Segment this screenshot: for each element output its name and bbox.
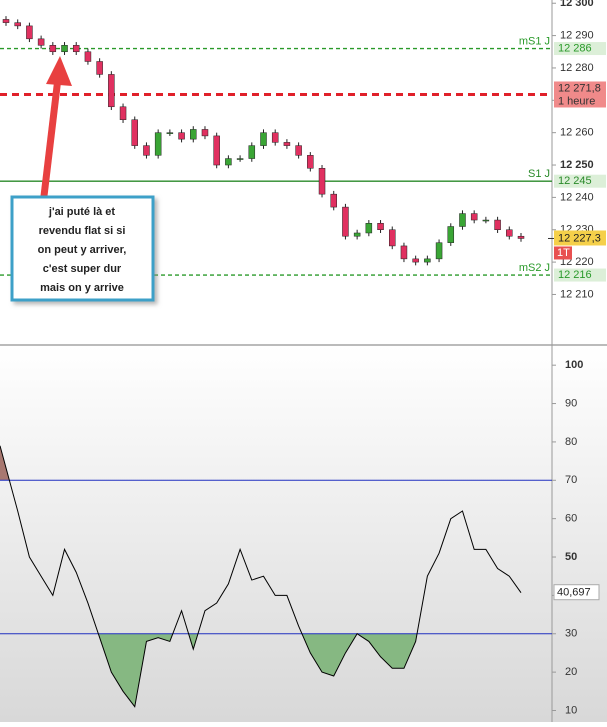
- candle-body: [154, 132, 162, 156]
- candle-body: [26, 25, 33, 40]
- y-tick-label: 100: [565, 359, 583, 371]
- annotation-line: j'ai puté là et: [48, 206, 116, 218]
- candle-body: [470, 213, 478, 221]
- oscillator-panel: [0, 346, 607, 722]
- y-tick-label: 90: [565, 397, 577, 409]
- candle-body: [412, 258, 419, 263]
- level-value-label: 12 286: [558, 42, 592, 54]
- oversold-fill: [98, 633, 418, 707]
- y-tick-label: 12 210: [560, 288, 594, 300]
- annotation-line: c'est super dur: [43, 263, 122, 275]
- candle-body: [353, 232, 361, 237]
- candle-body: [459, 213, 466, 227]
- candle-body: [494, 219, 501, 230]
- candle-body: [283, 142, 291, 146]
- y-tick-label: 80: [565, 436, 577, 448]
- candle-body: [84, 51, 92, 62]
- annotation-box: [10, 195, 155, 302]
- y-tick-label: 12 240: [560, 191, 594, 203]
- candle-body: [72, 45, 80, 53]
- candle-body: [482, 219, 490, 222]
- level-value-label: 12 216: [558, 269, 592, 281]
- candle-body: [119, 106, 127, 120]
- last-value-box: [553, 584, 600, 601]
- candle-body: [260, 132, 267, 146]
- y-tick-label: 30: [565, 628, 577, 640]
- arrow-shaft: [40, 77, 62, 197]
- y-tick-label: 10: [565, 704, 577, 716]
- level-name: S1 J: [528, 168, 550, 180]
- y-tick-label: 50: [565, 551, 577, 563]
- level-label-box: [554, 42, 606, 56]
- level-label-box: [554, 268, 606, 282]
- candle-body: [49, 45, 57, 53]
- candle-body: [108, 74, 115, 108]
- candle-body: [506, 229, 513, 237]
- candle-body: [143, 145, 150, 156]
- candle-body: [61, 45, 68, 53]
- candle-body: [178, 132, 185, 140]
- y-tick-label: 12 290: [560, 30, 594, 42]
- candle-body: [14, 22, 21, 27]
- level-label-box: [554, 174, 606, 188]
- candle-body: [342, 206, 349, 237]
- candle-body: [201, 129, 209, 137]
- candle-body: [365, 223, 373, 234]
- candle-body: [330, 193, 337, 208]
- last-tag: 1T: [557, 247, 570, 259]
- candle-body: [213, 135, 220, 166]
- candle-body: [318, 168, 326, 195]
- y-tick-label: 12 300: [560, 0, 594, 9]
- arrow-head: [46, 56, 72, 86]
- annotation-line: revendu flat si si: [39, 225, 126, 237]
- candle-body: [424, 258, 431, 263]
- candle-body: [248, 145, 256, 159]
- candle-body: [236, 158, 244, 160]
- candle-body: [377, 223, 384, 230]
- y-tick-label: 20: [565, 666, 577, 678]
- candle-body: [389, 229, 396, 247]
- annotation-line: mais on y arrive: [40, 282, 124, 294]
- level-name: mS2 J: [519, 262, 550, 274]
- y-tick-label: 60: [565, 513, 577, 525]
- candle-body: [295, 145, 302, 156]
- candle-body: [166, 132, 174, 134]
- y-tick-label: 12 250: [560, 159, 594, 171]
- candle-body: [435, 242, 443, 260]
- level-value-label: 12 245: [558, 175, 592, 187]
- candle-body: [2, 19, 10, 23]
- candle-body: [517, 235, 525, 239]
- y-tick-label: 12 280: [560, 62, 594, 74]
- candle-body: [271, 132, 279, 143]
- level-name: 1 heure: [558, 95, 595, 107]
- last-price-label: 12 227,3: [558, 232, 601, 244]
- candle-body: [96, 61, 103, 75]
- y-tick-label: 12 260: [560, 127, 594, 139]
- annotation-line: on peut y arriver,: [38, 244, 127, 256]
- oscillator-line: [0, 445, 522, 708]
- level-label-box: [554, 81, 606, 108]
- candle-body: [190, 129, 197, 140]
- level-name: mS1 J: [519, 35, 550, 47]
- candle-body: [400, 245, 408, 260]
- last-price-box: [554, 230, 606, 246]
- last-tag-box: [554, 246, 572, 260]
- level-value-label: 12 271,8: [558, 82, 601, 94]
- candle-body: [37, 38, 45, 46]
- candle-body: [307, 155, 314, 169]
- candle-body: [447, 226, 455, 243]
- last-value-label: 40,697: [557, 587, 591, 599]
- y-tick-label: 70: [565, 474, 577, 486]
- candle-body: [225, 158, 232, 166]
- candle-body: [131, 119, 138, 146]
